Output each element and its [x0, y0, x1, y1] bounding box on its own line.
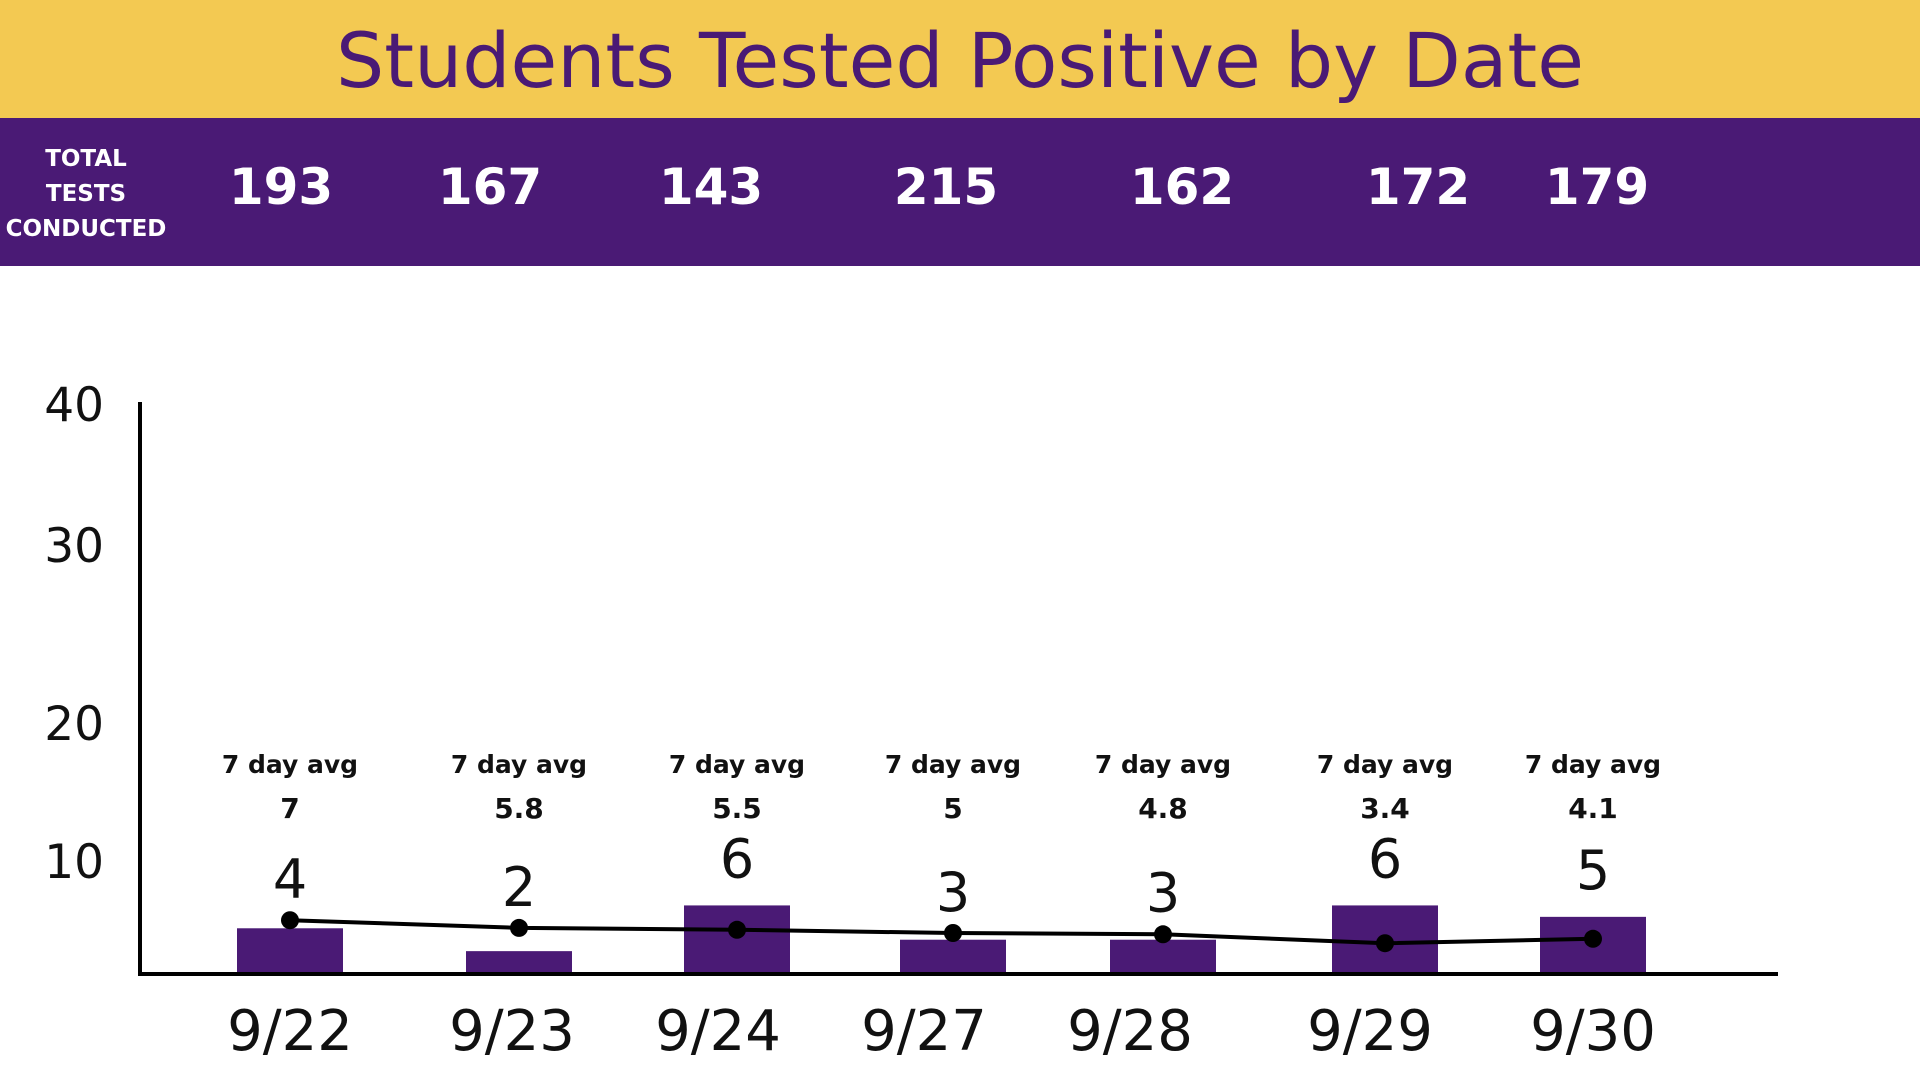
- y-tick-label: 30: [44, 519, 104, 574]
- tests-label-line: TESTS: [45, 181, 127, 207]
- bar-value-label: 6: [720, 827, 754, 890]
- avg-value-label: 5.5: [712, 792, 762, 825]
- tests-count: 167: [437, 158, 543, 216]
- bar: [684, 905, 790, 974]
- tests-count: 179: [1544, 158, 1650, 216]
- x-tick-label: 9/30: [1530, 999, 1656, 1064]
- avg-value-label: 7: [280, 792, 299, 825]
- avg-value-label: 4.1: [1568, 792, 1618, 825]
- y-tick-label: 20: [44, 697, 104, 752]
- x-tick-label: 9/24: [655, 999, 781, 1064]
- bar: [237, 928, 343, 974]
- bar-value-label: 2: [502, 856, 536, 919]
- avg-point: [728, 920, 746, 939]
- tests-count: 162: [1129, 158, 1235, 216]
- avg-caption: 7 day avg: [1525, 750, 1661, 779]
- title-banner: Students Tested Positive by Date: [0, 0, 1920, 118]
- avg-caption: 7 day avg: [1317, 750, 1453, 779]
- bar-value-label: 5: [1576, 839, 1610, 902]
- bar-value-label: 3: [936, 861, 970, 924]
- avg-point: [944, 924, 962, 942]
- avg-caption: 7 day avg: [669, 750, 805, 779]
- tests-label-line: CONDUCTED: [5, 216, 167, 242]
- bar: [466, 951, 572, 974]
- y-tick-label: 40: [44, 378, 104, 433]
- tests-count: 172: [1365, 158, 1471, 216]
- bar-value-label: 4: [273, 848, 307, 911]
- avg-value-label: 3.4: [1360, 792, 1410, 825]
- tests-conducted-label: TOTAL TESTS CONDUCTED: [0, 142, 172, 247]
- avg-caption: 7 day avg: [222, 750, 358, 779]
- tests-count: 193: [228, 158, 334, 216]
- avg-point: [1154, 925, 1172, 944]
- x-tick-label: 9/23: [449, 999, 575, 1064]
- x-tick-label: 9/22: [227, 999, 353, 1064]
- tests-count: 143: [658, 158, 764, 216]
- bar-value-label: 6: [1368, 827, 1402, 890]
- tests-count: 215: [893, 158, 999, 216]
- avg-point: [1584, 929, 1602, 948]
- avg-caption: 7 day avg: [451, 750, 587, 779]
- avg-value-label: 5.8: [494, 792, 544, 825]
- avg-point: [1376, 934, 1394, 953]
- avg-caption: 7 day avg: [1095, 750, 1231, 779]
- bar: [900, 939, 1006, 974]
- x-tick-label: 9/29: [1307, 999, 1433, 1064]
- bar-value-label: 3: [1146, 862, 1180, 925]
- avg-point: [510, 918, 528, 937]
- x-tick-label: 9/28: [1067, 999, 1193, 1064]
- avg-point: [281, 911, 299, 930]
- bar: [1110, 939, 1216, 974]
- avg-caption: 7 day avg: [885, 750, 1021, 779]
- avg-value-label: 4.8: [1138, 792, 1188, 825]
- y-tick-label: 10: [44, 835, 104, 890]
- page-title: Students Tested Positive by Date: [336, 16, 1584, 105]
- tests-conducted-band: TOTAL TESTS CONDUCTED 193 167 143 215 16…: [0, 118, 1920, 266]
- x-tick-label: 9/27: [861, 999, 987, 1064]
- tests-label-line: TOTAL: [45, 146, 127, 172]
- avg-value-label: 5: [943, 792, 962, 825]
